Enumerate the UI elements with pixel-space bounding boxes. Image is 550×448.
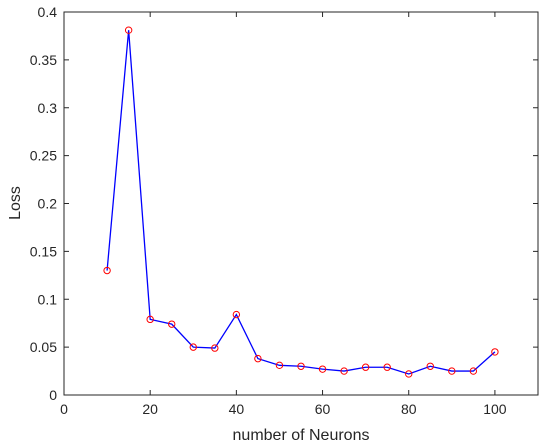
- series-layer: [103, 26, 499, 378]
- data-point: [211, 344, 219, 352]
- x-tick-label: 60: [315, 401, 331, 417]
- data-point: [124, 26, 133, 34]
- data-point: [318, 365, 327, 373]
- y-tick-label: 0: [49, 387, 57, 403]
- x-tick-label: 20: [142, 401, 158, 417]
- y-tick-label: 0.2: [38, 196, 58, 212]
- series-line: [106, 30, 496, 375]
- data-point: [189, 343, 197, 351]
- data-point: [275, 361, 284, 370]
- data-point: [232, 310, 241, 319]
- x-axis: 0 20 40 60 80 100: [60, 12, 507, 417]
- data-point: [103, 266, 111, 275]
- y-tick-label: 0.1: [38, 291, 58, 307]
- y-tick-label: 0.3: [38, 100, 58, 116]
- y-tick-label: 0.05: [30, 339, 57, 355]
- data-point: [168, 320, 176, 328]
- x-tick-label: 40: [229, 401, 245, 417]
- data-point: [361, 363, 370, 371]
- data-point: [340, 367, 348, 375]
- data-point: [146, 315, 154, 324]
- data-point: [383, 363, 391, 371]
- data-point: [469, 367, 478, 375]
- y-axis: 0 0.05 0.1 0.15 0.2 0.25 0.3 0.35 0.4: [30, 4, 538, 403]
- y-tick-label: 0.15: [30, 243, 57, 259]
- data-point: [297, 362, 305, 370]
- y-tick-label: 0.4: [38, 4, 58, 20]
- data-point: [448, 367, 456, 375]
- data-point: [426, 362, 434, 370]
- x-tick-label: 80: [401, 401, 417, 417]
- y-axis-label: Loss: [7, 186, 24, 220]
- data-point: [405, 370, 413, 378]
- data-point: [254, 354, 262, 363]
- x-axis-label: number of Neurons: [233, 427, 370, 444]
- x-tick-label: 0: [60, 401, 68, 417]
- y-tick-label: 0.35: [30, 52, 57, 68]
- x-tick-label: 100: [483, 401, 507, 417]
- plot-area: [63, 11, 539, 396]
- data-point: [491, 348, 499, 356]
- y-tick-label: 0.25: [30, 148, 57, 164]
